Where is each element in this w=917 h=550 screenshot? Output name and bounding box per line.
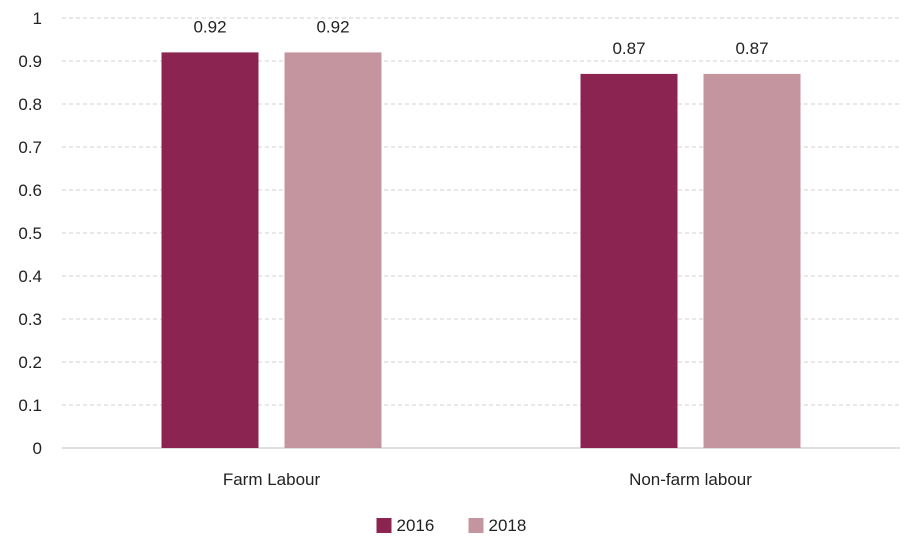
data-label: 0.87 <box>735 39 768 58</box>
data-label: 0.92 <box>193 17 226 36</box>
y-tick-label: 0.1 <box>18 396 42 415</box>
y-tick-label: 0.7 <box>18 138 42 157</box>
y-tick-label: 0.5 <box>18 224 42 243</box>
bar-2018[interactable] <box>703 73 801 449</box>
category-label: Farm Labour <box>223 470 321 489</box>
legend-label: 2016 <box>397 516 435 535</box>
data-label: 0.92 <box>316 17 349 36</box>
bar-2018[interactable] <box>284 52 382 449</box>
y-tick-label: 0.2 <box>18 353 42 372</box>
y-tick-label: 0.4 <box>18 267 42 286</box>
bar-2016[interactable] <box>161 52 259 449</box>
y-tick-label: 0.9 <box>18 52 42 71</box>
y-tick-label: 0 <box>33 439 42 458</box>
y-tick-label: 0.3 <box>18 310 42 329</box>
legend-label: 2018 <box>489 516 527 535</box>
legend-swatch-2018 <box>468 518 484 533</box>
bar-2016[interactable] <box>580 73 678 449</box>
y-tick-label: 1 <box>33 9 42 28</box>
data-label: 0.87 <box>612 39 645 58</box>
y-tick-label: 0.8 <box>18 95 42 114</box>
y-tick-label: 0.6 <box>18 181 42 200</box>
category-label: Non-farm labour <box>629 470 752 489</box>
legend-swatch-2016 <box>376 518 392 533</box>
